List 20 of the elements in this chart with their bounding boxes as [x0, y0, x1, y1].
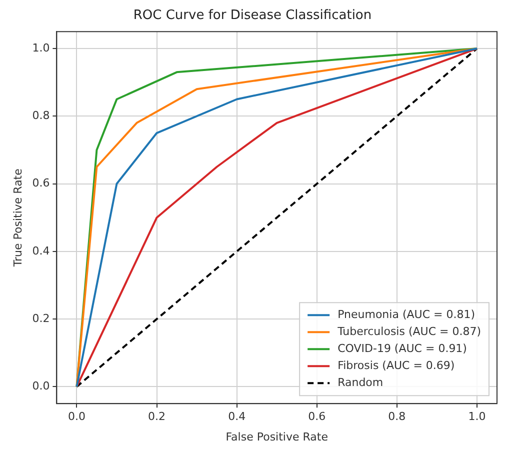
chart-title: ROC Curve for Disease Classification [133, 8, 372, 24]
legend-label: Fibrosis (AUC = 0.69) [338, 358, 455, 372]
legend-label: Tuberculosis (AUC = 0.87) [336, 324, 482, 338]
x-axis-title: False Positive Rate [226, 430, 328, 444]
y-tick-label: 0.0 [32, 380, 50, 393]
y-tick-label: 0.2 [32, 312, 50, 325]
y-tick-label: 0.8 [32, 109, 50, 122]
x-tick-label: 0.2 [148, 410, 166, 424]
y-tick-label: 0.6 [32, 176, 50, 190]
y-axis-title: True Positive Rate [11, 168, 24, 268]
legend-label: COVID-19 (AUC = 0.91) [338, 342, 467, 355]
legend-label: Pneumonia (AUC = 0.81) [338, 308, 475, 321]
x-tick-label: 0.4 [228, 410, 246, 424]
legend-label: Random [338, 376, 384, 389]
x-tick-label: 0.0 [68, 410, 86, 424]
y-tick-label: 0.4 [32, 244, 50, 258]
x-tick-label: 0.6 [308, 410, 326, 424]
y-tick-label: 1.0 [32, 41, 50, 54]
x-tick-label: 1.0 [468, 410, 486, 424]
x-tick-label: 0.8 [388, 410, 406, 424]
